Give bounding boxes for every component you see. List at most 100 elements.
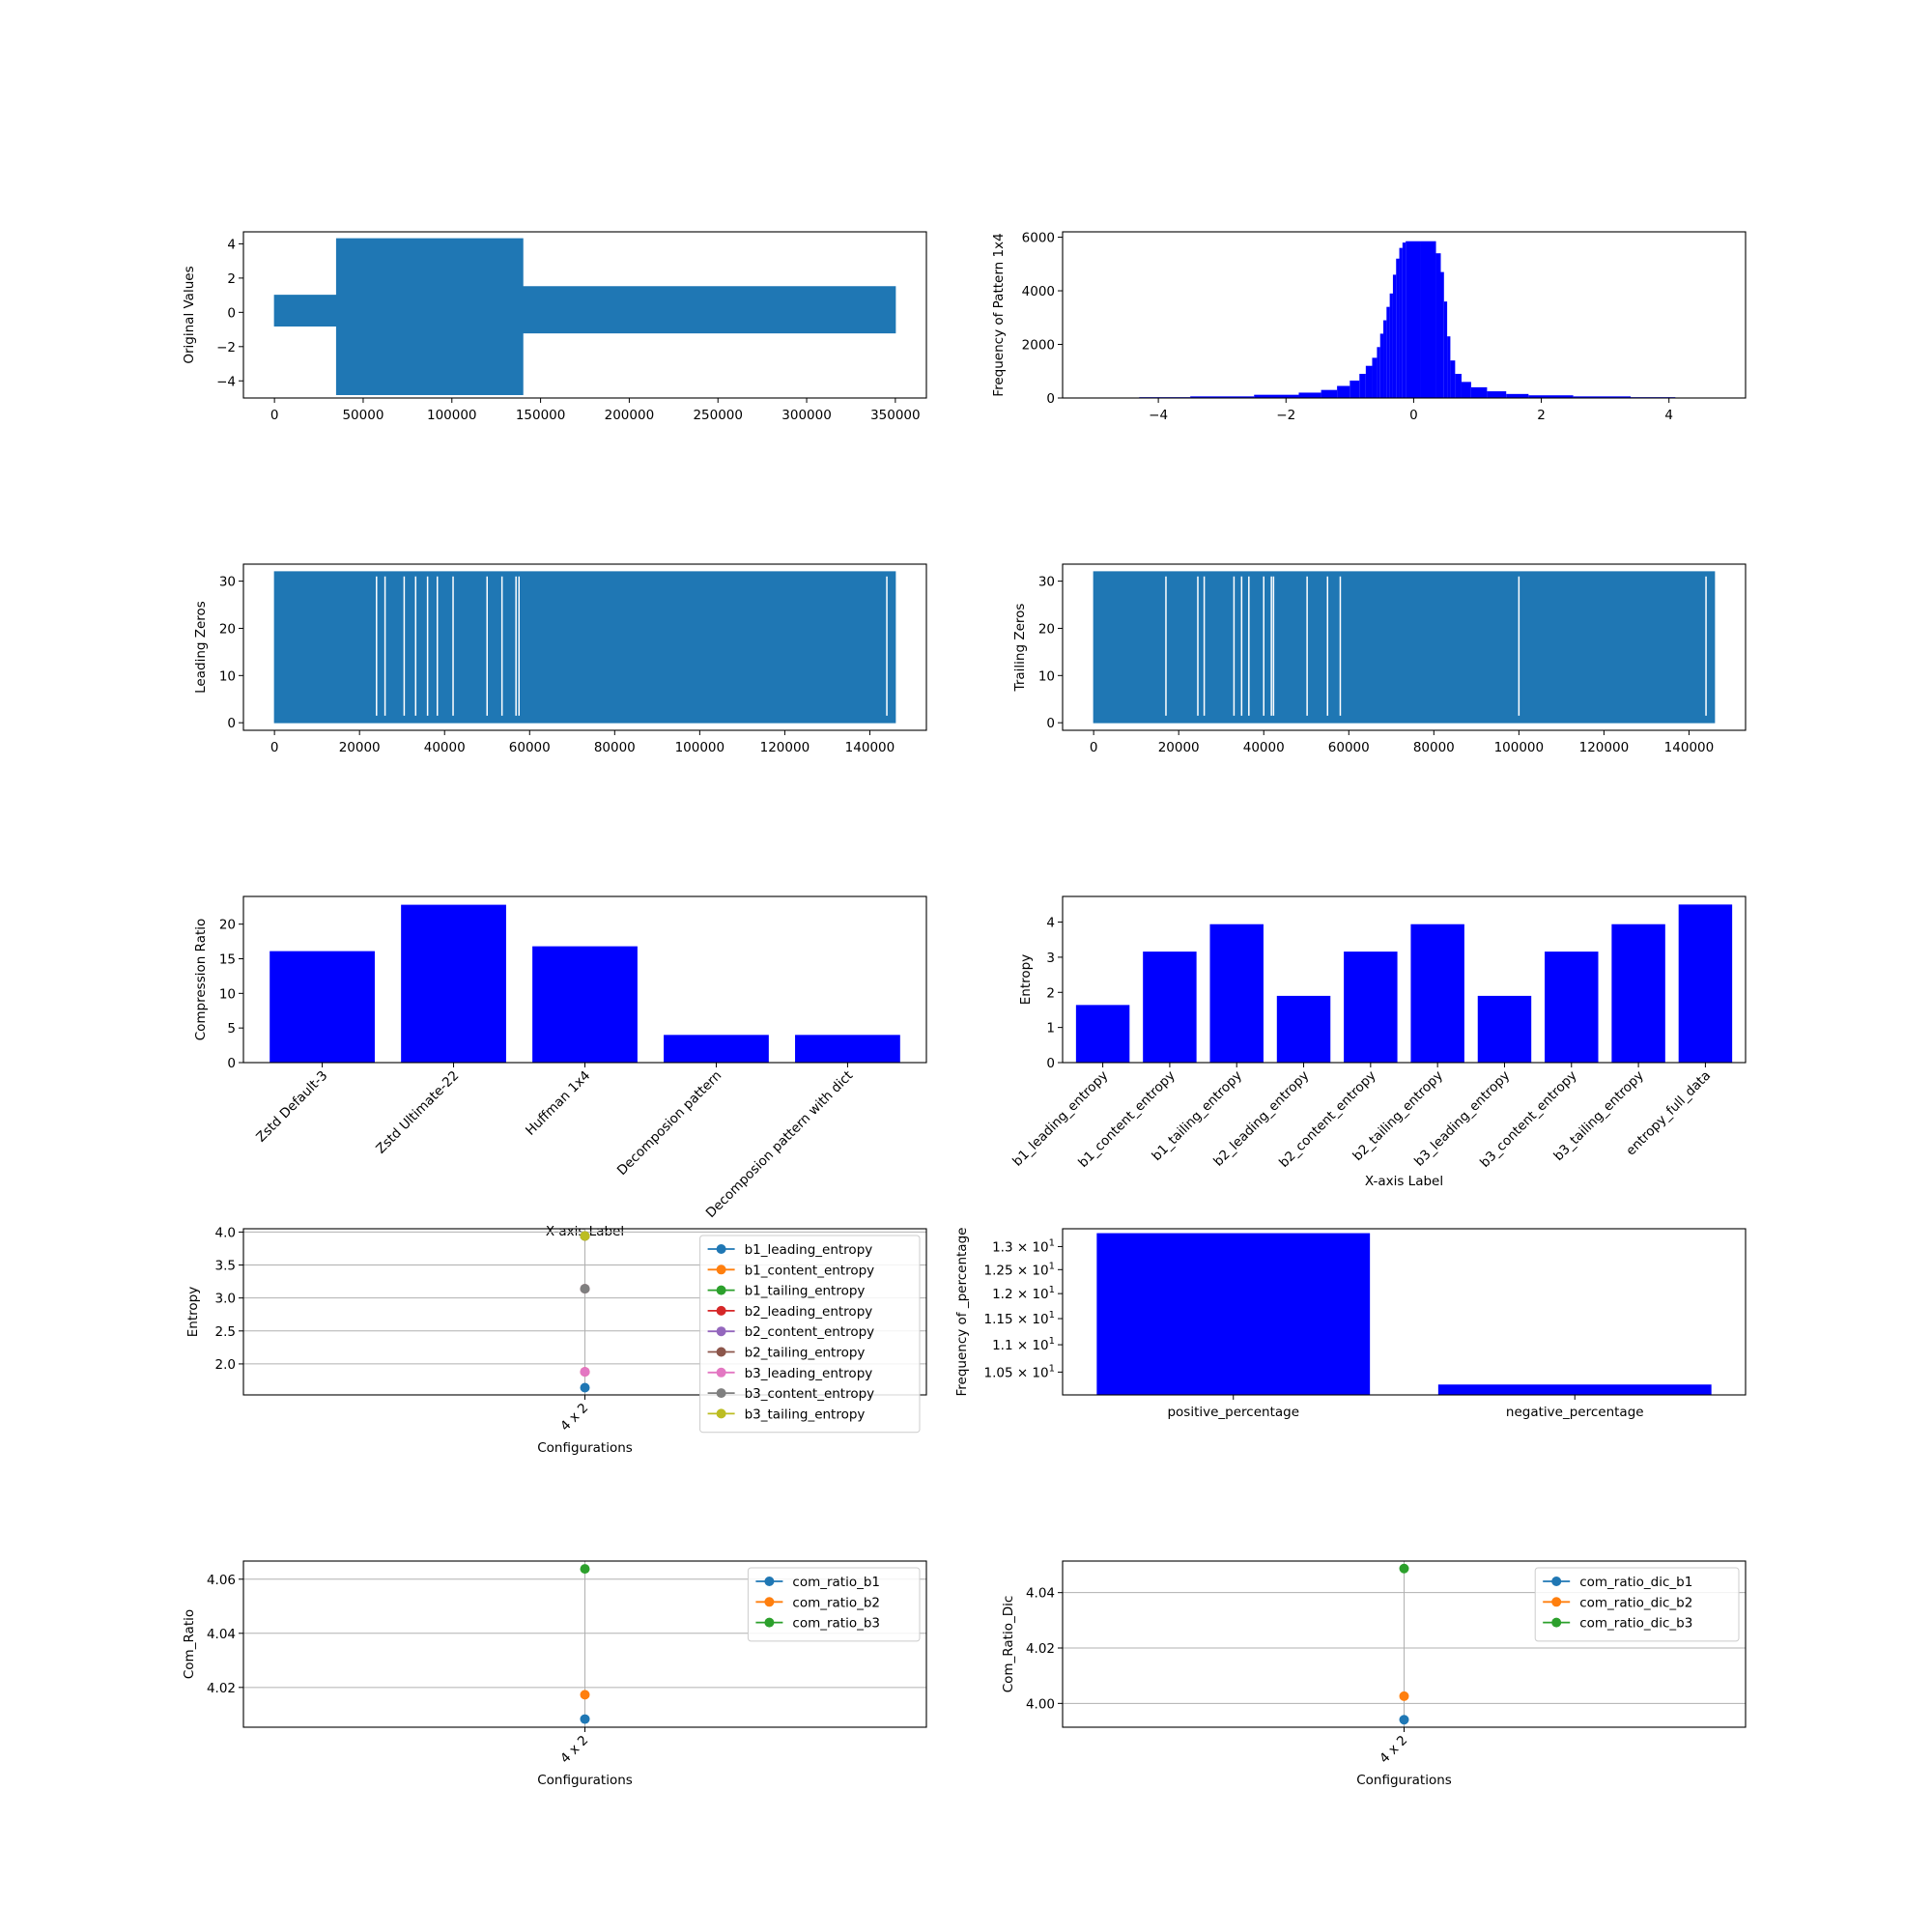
x-tick-label: 0 <box>1409 408 1418 423</box>
axes-frame <box>242 231 927 399</box>
bar-zstd-default-3 <box>270 951 375 1063</box>
legend-swatch-marker <box>716 1367 726 1378</box>
legend-swatch-marker <box>764 1577 775 1586</box>
bar-b1-content-entropy <box>1143 952 1197 1063</box>
bar-decomposion-pattern-with-dict <box>795 1035 900 1063</box>
legend-swatch-marker <box>716 1285 726 1295</box>
axes-frame <box>242 563 927 731</box>
y-tick-label: 2 <box>1046 985 1055 1001</box>
y-tick-label: 10 <box>219 668 236 684</box>
y-tick-label: 20 <box>219 918 236 933</box>
bar-negative-percentage <box>1437 1384 1712 1395</box>
y-tick-label: 2000 <box>1022 338 1055 354</box>
legend-swatch-marker <box>1551 1617 1562 1628</box>
histogram-bar <box>1402 242 1406 398</box>
legend-label: com_ratio_b2 <box>792 1595 880 1610</box>
y-tick-label: 3.0 <box>215 1292 236 1307</box>
sign-percentage-chart: 1.05 × 101 1.1 × 101 1.15 × 101 1.2 × 101 1.… <box>954 1228 1747 1420</box>
original-values-chart: −4 −2 0 2 4 0 50000 100000 150000 200000 250000 300… <box>182 231 927 423</box>
axes-frame <box>1062 231 1747 399</box>
y-tick-label: 1.25 × 101 <box>983 1261 1055 1278</box>
point-com-ratio-b3 <box>580 1564 590 1575</box>
histogram-bar <box>1365 365 1373 398</box>
x-tick-label: 100000 <box>1494 740 1545 755</box>
y-tick-label: 5 <box>227 1021 236 1037</box>
y-tick-label: 4.02 <box>1026 1641 1055 1657</box>
legend-label: com_ratio_dic_b3 <box>1579 1616 1692 1632</box>
x-tick-label: 150000 <box>516 408 566 423</box>
y-tick-label: 4.0 <box>215 1225 236 1240</box>
bar-decomposion-pattern <box>664 1035 769 1063</box>
x-tick-label: 140000 <box>845 740 895 755</box>
y-axis-label: Trailing Zeros <box>1012 604 1028 693</box>
histogram-bar <box>1372 357 1378 398</box>
histogram-bar <box>1399 247 1403 398</box>
x-tick-label: 4 x 2 <box>557 1733 591 1767</box>
series-band <box>273 238 896 395</box>
y-tick-label: 30 <box>1038 575 1055 590</box>
y-tick-label: 2 <box>227 271 236 287</box>
y-axis-label: Compression Ratio <box>193 919 209 1041</box>
legend: b1_leading_entropy b1_content_entropy b1_t… <box>699 1235 921 1434</box>
legend: com_ratio_b1 com_ratio_b2 com_ratio_b3 <box>747 1567 921 1642</box>
x-tick-label: 200000 <box>605 408 655 423</box>
series-band <box>1093 571 1716 724</box>
x-tick-label: 100000 <box>675 740 725 755</box>
histogram-bar <box>1396 258 1400 398</box>
bar-b2-leading-entropy <box>1276 995 1331 1063</box>
point-b1-leading-entropy <box>580 1382 590 1393</box>
com-ratio-dic-chart: 4.00 4.02 4.04 4 x 2 Com_Ratio_Dic Configurat… <box>1001 1560 1747 1788</box>
x-tick-label: 300000 <box>781 408 832 423</box>
histogram-bar <box>1406 241 1421 398</box>
x-tick-label: 0 <box>1090 740 1098 755</box>
x-tick-label: 140000 <box>1664 740 1715 755</box>
x-tick-label: 0 <box>270 408 279 423</box>
y-tick-label: 4000 <box>1022 284 1055 299</box>
legend-frame <box>747 1567 921 1642</box>
pattern-histogram-chart: 0 2000 4000 6000 −4 −2 0 2 4 Frequency of Pattern… <box>991 231 1747 423</box>
y-tick-label: 3 <box>1046 951 1055 966</box>
legend-swatch-marker <box>716 1264 726 1275</box>
histogram-bar <box>1383 320 1387 398</box>
y-axis-label: Original Values <box>182 266 197 363</box>
x-tick-label: 60000 <box>1328 740 1370 755</box>
x-tick-label: 250000 <box>693 408 743 423</box>
legend-label: com_ratio_b1 <box>792 1575 880 1590</box>
x-tick-label: 80000 <box>1413 740 1455 755</box>
legend-frame <box>699 1235 921 1434</box>
y-tick-label: 1.3 × 101 <box>992 1237 1055 1255</box>
x-tick-label: 2 <box>1537 408 1546 423</box>
y-tick-label: 6000 <box>1022 231 1055 246</box>
x-tick-label: 4 <box>1664 408 1673 423</box>
y-axis-label: Leading Zeros <box>193 601 209 694</box>
x-tick-label: negative_percentage <box>1506 1405 1644 1420</box>
bar-b3-leading-entropy <box>1477 995 1532 1063</box>
com-ratio-chart: 4.02 4.04 4.06 4 x 2 Com_Ratio Configurations… <box>182 1560 927 1788</box>
legend-label: b2_leading_entropy <box>745 1304 873 1320</box>
x-tick-label: Decomposion pattern with dict <box>703 1068 856 1221</box>
histogram-bar <box>1440 271 1444 398</box>
trailing-zeros-chart: 0 10 20 30 0 20000 40000 60000 80000 100000 120000… <box>1012 563 1747 755</box>
legend-swatch-marker <box>764 1617 775 1628</box>
histogram-bar <box>1487 391 1507 398</box>
legend-swatch-marker <box>716 1347 726 1357</box>
y-tick-label: 0 <box>227 716 236 731</box>
point-b3-content-entropy <box>580 1284 590 1294</box>
y-tick-label: 0 <box>227 1056 236 1071</box>
compression-ratio-chart: 0 5 10 15 20 Zstd Default-3 Zstd Ultimate-22 Hu… <box>193 895 927 1239</box>
bar-b1-leading-entropy <box>1075 1005 1130 1063</box>
y-axis-label: Com_Ratio_Dic <box>1001 1596 1016 1693</box>
x-tick-label: 4 x 2 <box>557 1401 591 1435</box>
histogram-bar <box>1506 393 1529 398</box>
x-tick-label: 120000 <box>1579 740 1630 755</box>
y-axis-label: Entropy <box>185 1287 201 1337</box>
legend-label: b2_tailing_entropy <box>745 1346 866 1361</box>
y-tick-label: 2.5 <box>215 1324 236 1340</box>
histogram-bar <box>1470 386 1488 398</box>
histogram-bar <box>1447 336 1451 398</box>
point-b3-leading-entropy <box>580 1367 590 1378</box>
x-tick-label: Zstd Ultimate-22 <box>373 1068 462 1157</box>
legend-swatch-marker <box>716 1388 726 1399</box>
y-tick-label: 10 <box>219 986 236 1002</box>
x-tick-label: positive_percentage <box>1167 1405 1299 1420</box>
